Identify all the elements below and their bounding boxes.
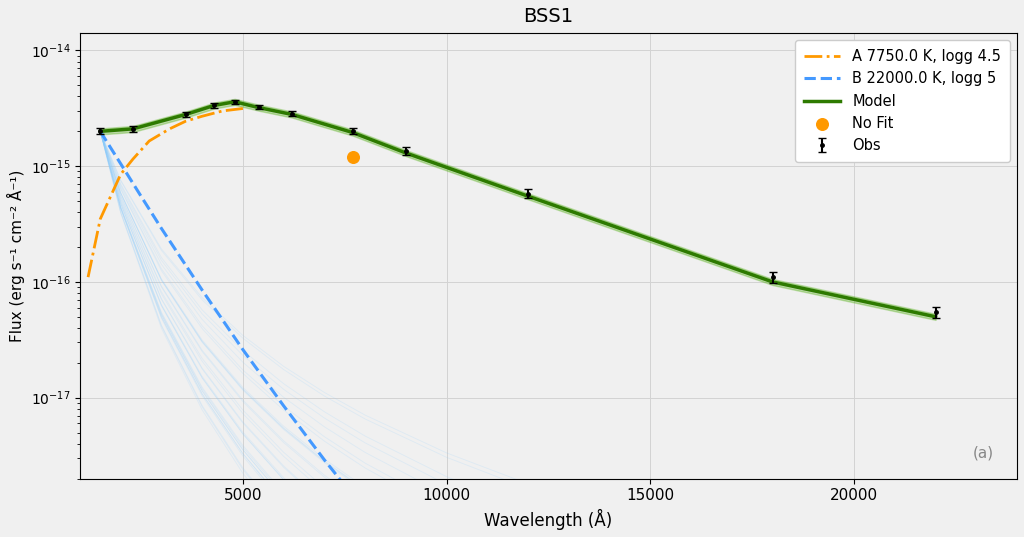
B 22000.0 K, logg 5 [237,346,249,353]
A 7750.0 K, logg 4.5 [94,216,106,222]
Y-axis label: Flux (erg s⁻¹ cm⁻² Å⁻¹): Flux (erg s⁻¹ cm⁻² Å⁻¹) [7,170,25,342]
Model [286,111,298,118]
B 22000.0 K, logg 5 [156,225,168,231]
B 22000.0 K, logg 5 [318,456,331,463]
Model [94,128,106,135]
Model [522,193,535,199]
Line: Model: Model [100,102,936,317]
Text: (a): (a) [973,446,993,461]
B 22000.0 K, logg 5 [135,193,147,199]
A 7750.0 K, logg 4.5 [164,126,176,132]
Model [347,129,359,136]
Line: A 7750.0 K, logg 4.5: A 7750.0 K, logg 4.5 [88,108,243,277]
A 7750.0 K, logg 4.5 [115,171,127,178]
Model [228,99,241,105]
A 7750.0 K, logg 4.5 [82,274,94,280]
Line: B 22000.0 K, logg 5: B 22000.0 K, logg 5 [100,132,1017,537]
Model [930,314,942,320]
B 22000.0 K, logg 5 [359,508,372,514]
Title: BSS1: BSS1 [523,7,573,26]
No Fit [345,153,361,161]
A 7750.0 K, logg 4.5 [143,138,156,144]
Model [179,111,191,118]
Legend: A 7750.0 K, logg 4.5, B 22000.0 K, logg 5, Model, No Fit, Obs: A 7750.0 K, logg 4.5, B 22000.0 K, logg … [796,40,1010,162]
Model [399,150,412,156]
B 22000.0 K, logg 5 [115,161,127,167]
B 22000.0 K, logg 5 [278,403,290,409]
X-axis label: Wavelength (Å): Wavelength (Å) [484,509,612,530]
A 7750.0 K, logg 4.5 [216,108,228,114]
Model [127,126,139,132]
A 7750.0 K, logg 4.5 [196,113,208,119]
Model [208,102,220,108]
B 22000.0 K, logg 5 [196,287,208,293]
Model [766,279,778,285]
A 7750.0 K, logg 4.5 [127,156,139,162]
A 7750.0 K, logg 4.5 [237,105,249,112]
A 7750.0 K, logg 4.5 [179,118,191,125]
B 22000.0 K, logg 5 [94,128,106,135]
Model [253,105,265,111]
